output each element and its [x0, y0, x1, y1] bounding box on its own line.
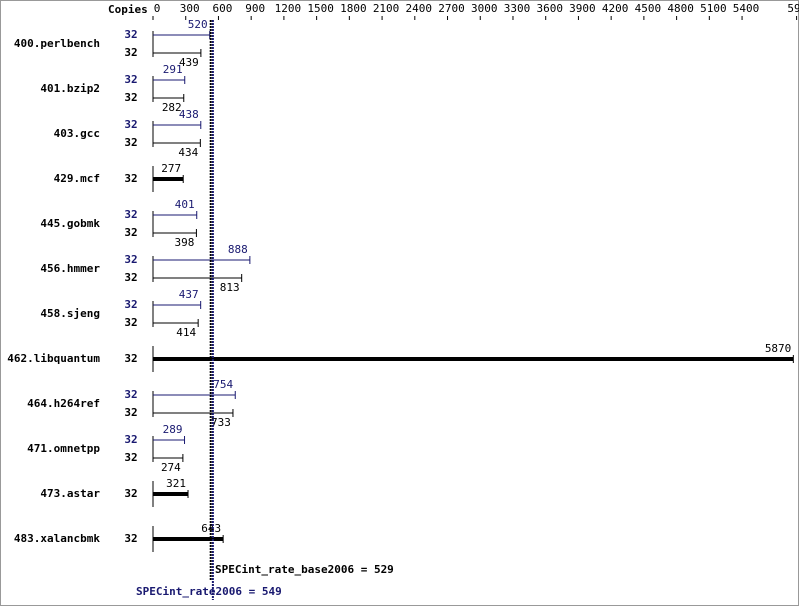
copies-label: 32: [124, 253, 137, 266]
category-label: 471.omnetpp: [27, 442, 100, 455]
category-label: 429.mcf: [54, 172, 100, 185]
value-label: 414: [176, 326, 196, 339]
bar: [153, 259, 250, 261]
bar: [153, 357, 794, 361]
copies-label: 32: [124, 226, 137, 239]
copies-label: 32: [124, 433, 137, 446]
x-tick-label: 5100: [700, 2, 727, 15]
category-label: 401.bzip2: [40, 82, 100, 95]
x-tick-label: 1800: [340, 2, 367, 15]
category-label: 458.sjeng: [40, 307, 100, 320]
bar: [153, 177, 184, 181]
bar: [153, 52, 201, 54]
bar: [153, 34, 210, 36]
value-label: 289: [163, 423, 183, 436]
x-tick-label: 3600: [536, 2, 563, 15]
value-label: 277: [161, 162, 181, 175]
category-label: 483.xalancbmk: [14, 532, 100, 545]
value-label: 437: [179, 288, 199, 301]
copies-label: 32: [124, 136, 137, 149]
bar: [153, 97, 184, 99]
value-label: 520: [188, 18, 208, 31]
copies-label: 32: [124, 271, 137, 284]
bar: [153, 537, 224, 541]
copies-label: 32: [124, 91, 137, 104]
category-label: 473.astar: [40, 487, 100, 500]
x-tick-label: 3000: [471, 2, 498, 15]
bar: [153, 214, 197, 216]
bar: [153, 124, 201, 126]
x-tick-label: 1500: [307, 2, 334, 15]
x-tick-label: 3900: [569, 2, 596, 15]
x-tick-label: 2400: [406, 2, 433, 15]
x-tick-label: 4800: [667, 2, 694, 15]
x-tick-label: 0: [154, 2, 161, 15]
value-label: 321: [166, 477, 186, 490]
value-label: 434: [178, 146, 198, 159]
x-tick-label: 3300: [504, 2, 531, 15]
x-tick-label: 300: [180, 2, 200, 15]
bar: [153, 394, 236, 396]
copies-label: 32: [124, 487, 137, 500]
x-tick-label: 2100: [373, 2, 400, 15]
x-tick-label: 1200: [275, 2, 302, 15]
value-label: 888: [228, 243, 248, 256]
category-label: 400.perlbench: [14, 37, 100, 50]
copies-label: 32: [124, 532, 137, 545]
x-tick-label: 4500: [635, 2, 662, 15]
bar: [153, 79, 185, 81]
bar: [153, 232, 197, 234]
value-label: 398: [174, 236, 194, 249]
bar: [153, 277, 242, 279]
category-label: 464.h264ref: [27, 397, 100, 410]
copies-label: 32: [124, 406, 137, 419]
bar: [153, 142, 201, 144]
x-tick-label: 2700: [438, 2, 465, 15]
bar: [153, 492, 189, 496]
value-label: 282: [162, 101, 182, 114]
value-label: 5870: [765, 342, 792, 355]
value-label: 813: [220, 281, 240, 294]
copies-label: 32: [124, 388, 137, 401]
copies-label: 32: [124, 352, 137, 365]
copies-label: 32: [124, 316, 137, 329]
category-label: 403.gcc: [54, 127, 100, 140]
copies-label: 32: [124, 172, 137, 185]
bar: [153, 304, 201, 306]
copies-header: Copies: [108, 3, 148, 16]
value-label: 401: [175, 198, 195, 211]
bar: [153, 457, 183, 459]
bar: [153, 439, 185, 441]
value-label: 291: [163, 63, 183, 76]
category-label: 462.libquantum: [7, 352, 100, 365]
x-tick-label: 5900: [787, 2, 799, 15]
reference-label: SPECint_rate_base2006 = 529: [215, 563, 394, 576]
x-tick-label: 5400: [733, 2, 760, 15]
value-label: 438: [179, 108, 199, 121]
value-label: 754: [213, 378, 233, 391]
category-label: 445.gobmk: [40, 217, 100, 230]
reference-label: SPECint_rate2006 = 549: [136, 585, 282, 598]
category-label: 456.hmmer: [40, 262, 100, 275]
x-tick-label: 4200: [602, 2, 629, 15]
value-label: 733: [211, 416, 231, 429]
copies-label: 32: [124, 118, 137, 131]
value-label: 439: [179, 56, 199, 69]
copies-label: 32: [124, 208, 137, 221]
copies-label: 32: [124, 73, 137, 86]
copies-label: 32: [124, 46, 137, 59]
copies-label: 32: [124, 451, 137, 464]
value-label: 274: [161, 461, 181, 474]
x-tick-label: 900: [245, 2, 265, 15]
x-tick-label: 600: [213, 2, 233, 15]
bar: [153, 412, 233, 414]
copies-label: 32: [124, 28, 137, 41]
copies-label: 32: [124, 298, 137, 311]
bar: [153, 322, 199, 324]
